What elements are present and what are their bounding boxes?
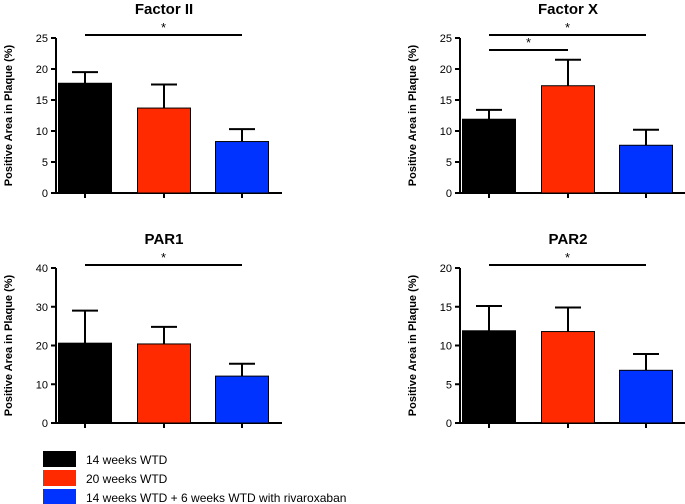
panel-2-ytick-label: 25	[440, 33, 452, 45]
panel-2-bar-3	[619, 144, 673, 194]
panel-4-ylabel: Positive Area in Plaque (%)	[407, 274, 419, 416]
panel-1-ytick-label: 5	[42, 157, 48, 169]
panel-4-ytick-label: 20	[440, 263, 452, 275]
panel-1-ylabel: Positive Area in Plaque (%)	[3, 44, 15, 186]
panel-3-ytick-label: 40	[36, 263, 48, 275]
legend-swatch-2	[43, 470, 76, 486]
panel-2-bar-2	[541, 85, 595, 194]
panel-1-bar-1	[58, 82, 112, 194]
panel-2-ytick-label: 20	[440, 64, 452, 76]
panel-1-ytick-label: 15	[36, 95, 48, 107]
panel-3-ytick-label: 10	[36, 379, 48, 391]
panel-2-bar-1	[462, 118, 516, 194]
panel-2-ytick-label: 0	[446, 188, 452, 200]
panel-1-sig-star: *	[161, 20, 166, 35]
legend-label-1: 14 weeks WTD	[86, 453, 168, 467]
panel-4-bar-2	[541, 331, 595, 424]
panel-4-bar-1	[462, 330, 516, 424]
panel-1-title: Factor II	[135, 1, 193, 18]
panel-3-ytick-label: 0	[42, 418, 48, 430]
panel-4-sig-star: *	[565, 250, 570, 265]
panel-4-ytick-label: 10	[440, 341, 452, 353]
legend-label-2: 20 weeks WTD	[86, 472, 168, 486]
panel-2-ylabel: Positive Area in Plaque (%)	[407, 44, 419, 186]
panel-3-ytick-label: 20	[36, 341, 48, 353]
panel-3-ylabel: Positive Area in Plaque (%)	[3, 274, 15, 416]
panel-1-ytick-label: 10	[36, 126, 48, 138]
panel-2-ytick-label: 5	[446, 157, 452, 169]
panel-4-ytick-label: 0	[446, 418, 452, 430]
legend-swatch-3	[43, 489, 76, 504]
legend-label-3: 14 weeks WTD + 6 weeks WTD with rivaroxa…	[86, 491, 346, 504]
panel-3-title: PAR1	[145, 231, 184, 248]
panel-2-ytick-label: 10	[440, 126, 452, 138]
panel-1-ytick-label: 0	[42, 188, 48, 200]
panel-3-bar-1	[58, 342, 112, 424]
panel-4-bar-3	[619, 369, 673, 424]
panel-4-title: PAR2	[549, 231, 588, 248]
panel-2-ytick-label: 15	[440, 95, 452, 107]
panel-2-sig-star: *	[526, 35, 531, 50]
panel-1-bar-3	[215, 141, 269, 194]
panel-3-ytick-label: 30	[36, 302, 48, 314]
panel-3-bar-3	[215, 375, 269, 424]
panel-1-bar-2	[137, 107, 191, 194]
legend-swatch-1	[43, 451, 76, 467]
panel-1-ytick-label: 20	[36, 64, 48, 76]
panel-2-sig-star: *	[565, 20, 570, 35]
panel-3-bar-2	[137, 343, 191, 424]
panel-4-ytick-label: 5	[446, 379, 452, 391]
panel-3-sig-star: *	[161, 250, 166, 265]
panel-4-ytick-label: 15	[440, 302, 452, 314]
panel-1-ytick-label: 25	[36, 33, 48, 45]
panel-2-title: Factor X	[538, 1, 598, 18]
